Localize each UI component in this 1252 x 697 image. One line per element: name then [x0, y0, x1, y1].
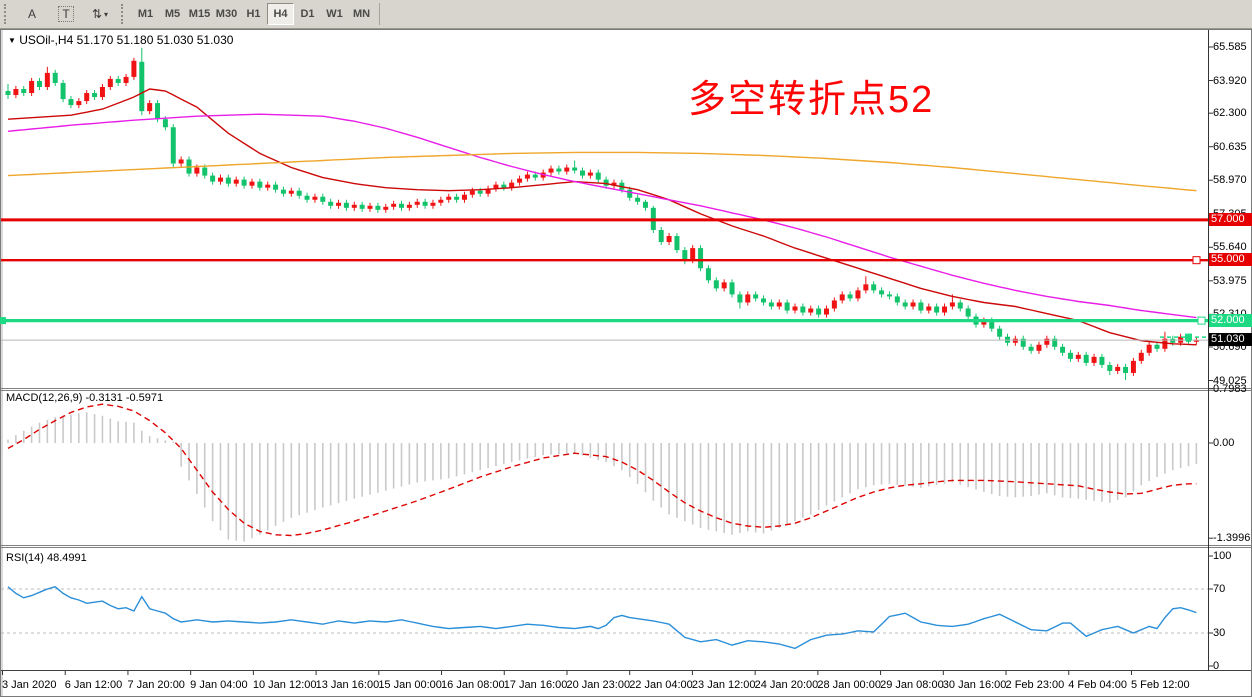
timeframe-button-m30[interactable]: M30: [215, 8, 238, 20]
date-label: 24 Jan 20:00: [754, 679, 819, 691]
chart-canvas[interactable]: [0, 29, 1252, 697]
date-label: 30 Jan 16:00: [942, 679, 1007, 691]
arrows-icon: ⇅: [91, 7, 103, 21]
date-label: 9 Jan 04:00: [190, 679, 248, 691]
date-label: 13 Jan 16:00: [315, 679, 380, 691]
ma-slow-orange: [7, 151, 1197, 192]
chevron-down-icon: ▾: [104, 9, 109, 19]
date-label: 3 Jan 2020: [2, 679, 57, 691]
text-tool-button[interactable]: A: [16, 3, 48, 25]
price-badge-51.030: 51.030: [1209, 333, 1252, 347]
date-label: 2 Feb 23:00: [1005, 679, 1065, 691]
ohlc-values: 51.170 51.180 51.030 51.030: [76, 33, 234, 47]
rsi-axis-label: 70: [1213, 583, 1226, 595]
axis-ticks: [2, 46, 1213, 675]
rsi-name: RSI(14): [6, 552, 44, 564]
timeframe-button-d1[interactable]: D1: [300, 8, 315, 20]
timeframe-button-mn[interactable]: MN: [352, 8, 371, 20]
macd-axis-label: 0.00: [1213, 437, 1235, 449]
timeframe-button-m15[interactable]: M15: [188, 8, 211, 20]
macd-name: MACD(12,26,9): [6, 392, 83, 404]
macd-axis-label: 0.7983: [1213, 382, 1247, 395]
rsi-axis-label: 0: [1213, 660, 1220, 672]
timeframe-button-h4[interactable]: H4: [267, 3, 294, 25]
ma-fast-red: [7, 88, 1197, 346]
date-label: 16 Jan 08:00: [441, 679, 505, 691]
y-axis-label: 63.920: [1213, 74, 1247, 87]
ma-mid-magenta: [7, 113, 1197, 319]
rsi-axis-label: 100: [1213, 550, 1232, 562]
rsi-value: 48.4991: [46, 552, 87, 564]
toolbar-separator-grip[interactable]: [121, 4, 127, 24]
y-axis-label: 65.585: [1213, 41, 1247, 53]
price-badge-52.000: 52.000: [1209, 313, 1252, 327]
macd-axis-label: -1.3996: [1213, 532, 1251, 545]
price-badge-55.000: 55.000: [1209, 253, 1252, 267]
date-label: 17 Jan 16:00: [503, 679, 568, 691]
timeframe-button-m1[interactable]: M1: [137, 8, 154, 20]
macd-signal-line: [7, 403, 1197, 537]
y-axis-label: 49.025: [1213, 374, 1247, 387]
date-label: 29 Jan 08:00: [880, 679, 944, 691]
date-label: 5 Feb 12:00: [1130, 679, 1190, 691]
timeframe-button-h1[interactable]: H1: [246, 8, 261, 20]
line-handle-52: [1197, 316, 1206, 325]
chart-window: ▼ USOil-,H4 51.170 51.180 51.030 51.030 …: [0, 29, 1252, 697]
line-handle-55: [1192, 256, 1201, 265]
date-label: 4 Feb 04:00: [1068, 679, 1127, 691]
label-tool-button[interactable]: T: [50, 3, 82, 25]
text-tool-label: A: [27, 7, 36, 21]
toolbar: A T ⇅ ▾ M1 M5 M15 M30 H1 H4 D1 W1 MN: [0, 0, 1252, 29]
ask-marker: [1185, 333, 1192, 341]
date-label: 20 Jan 23:00: [566, 679, 631, 691]
date-label: 7 Jan 20:00: [127, 679, 185, 691]
rsi-indicator-label: RSI(14) 48.4991: [6, 552, 87, 564]
toolbar-grip[interactable]: [4, 4, 10, 24]
date-label: 28 Jan 00:00: [817, 679, 881, 691]
y-axis-label: 53.975: [1213, 274, 1247, 287]
level-lines[interactable]: [0, 218, 1208, 341]
chart-annotation-text[interactable]: 多空转折点52: [688, 79, 935, 121]
window-frame: [0, 29, 1252, 697]
chart-dropdown-icon[interactable]: ▼: [8, 36, 16, 45]
y-axis-label: 62.300: [1213, 107, 1247, 120]
date-label: 22 Jan 04:00: [629, 679, 693, 691]
timeframe-bar: M1 M5 M15 M30 H1 H4 D1 W1 MN: [132, 3, 375, 25]
macd-values: -0.3131 -0.5971: [85, 392, 164, 404]
macd-indicator-label: MACD(12,26,9) -0.3131 -0.5971: [6, 392, 163, 404]
date-label: 6 Jan 12:00: [64, 679, 123, 691]
y-axis-label: 55.640: [1213, 241, 1247, 254]
y-axis-label: 60.635: [1213, 140, 1247, 153]
toolbar-divider: [379, 3, 380, 25]
rsi-axis-label: 30: [1213, 627, 1226, 639]
arrows-tool-button[interactable]: ⇅ ▾: [84, 3, 116, 25]
y-axis-label: 58.970: [1213, 174, 1247, 187]
symbol-period-label: USOil-,H4: [19, 33, 74, 47]
candles-layer: [5, 47, 1199, 381]
macd-pane: [7, 412, 1198, 542]
timeframe-button-w1[interactable]: W1: [326, 8, 343, 20]
chart-title: ▼ USOil-,H4 51.170 51.180 51.030 51.030: [8, 33, 233, 47]
price-badge-57.000: 57.000: [1209, 212, 1252, 226]
date-label: 10 Jan 12:00: [252, 679, 317, 691]
rsi-line: [7, 586, 1197, 650]
date-label: 15 Jan 00:00: [378, 679, 442, 691]
line-handle-52-left: [0, 317, 6, 325]
label-tool-label: T: [58, 6, 74, 22]
date-label: 23 Jan 12:00: [691, 679, 756, 691]
timeframe-button-m5[interactable]: M5: [164, 8, 181, 20]
